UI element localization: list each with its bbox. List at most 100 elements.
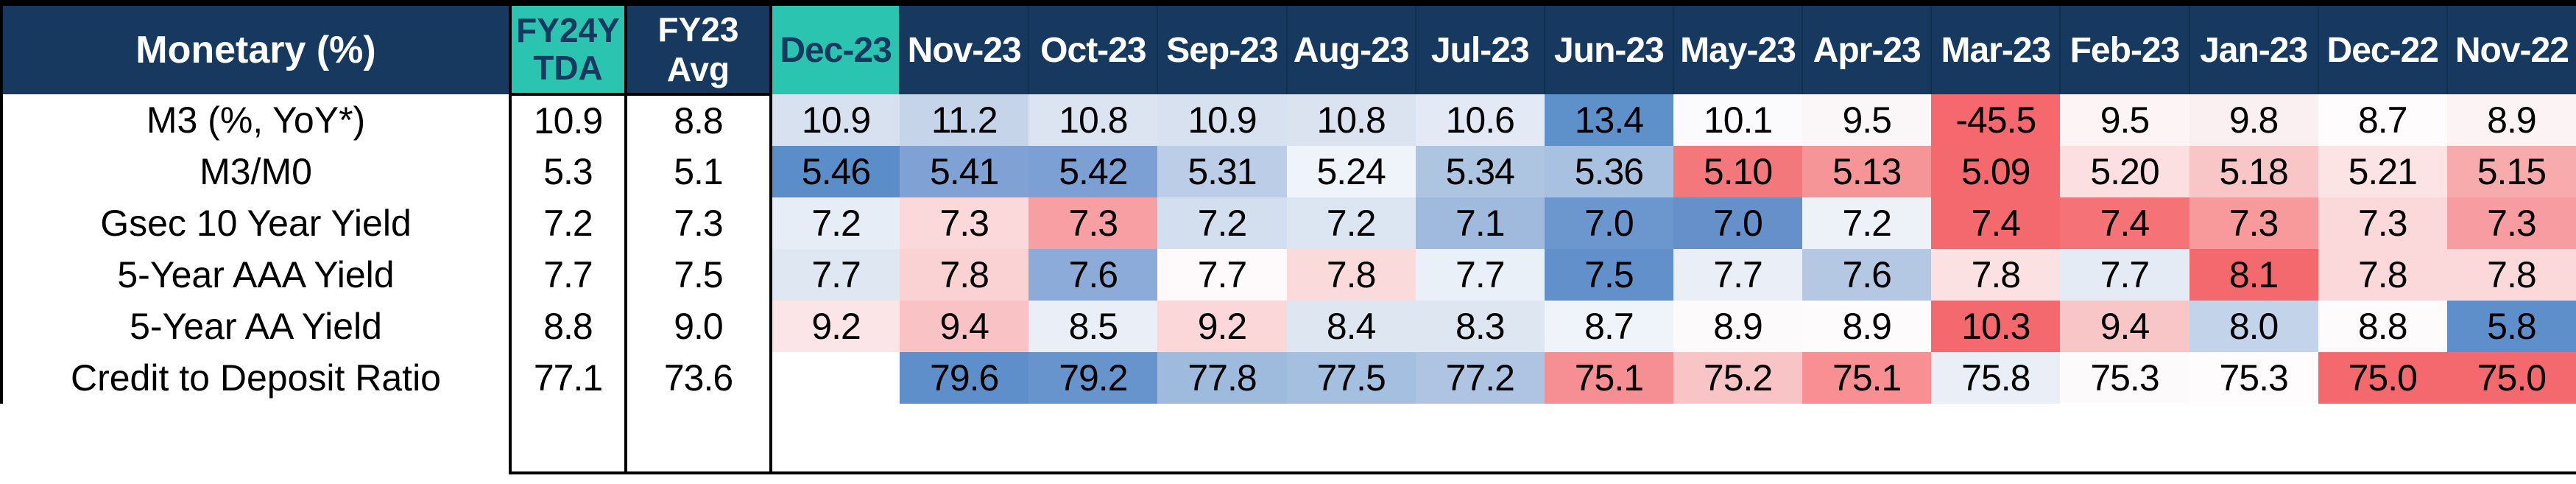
data-cell: 10.9 [1157,94,1287,146]
column-header-dec-23: Dec-23 [769,6,900,94]
data-cell: 8.4 [1286,301,1416,352]
data-cell: 8.8 [624,94,772,146]
data-cell: 8.7 [2318,94,2447,146]
column-header-dec-22: Dec-22 [2317,6,2447,94]
data-cell: 9.8 [2189,94,2318,146]
data-cell: 9.0 [624,301,772,352]
data-cell: 7.6 [1028,249,1158,301]
data-cell: 7.8 [1931,249,2061,301]
column-header-nov-22: Nov-22 [2446,6,2576,94]
data-cell: 8.7 [1544,301,1673,352]
data-cell: 9.4 [2060,301,2189,352]
column-header-mar-23: Mar-23 [1930,6,2061,94]
data-cell: 75.2 [1673,352,1803,404]
row-label: Credit to Deposit Ratio [0,352,510,404]
row-label: Gsec 10 Year Yield [0,197,510,249]
data-cell: 7.3 [2189,197,2318,249]
table-title: Monetary (%) [0,6,510,94]
data-cell: 5.10 [1673,146,1803,197]
data-cell: 9.5 [2060,94,2189,146]
filler-months-cell [769,404,2576,474]
row-label: 5-Year AA Yield [0,301,510,352]
data-cell: 7.0 [1673,197,1803,249]
data-cell: 75.3 [2060,352,2189,404]
column-header-fy24ytda: FY24YTDA [509,6,627,96]
data-cell: 75.1 [1544,352,1673,404]
data-cell: 7.4 [1931,197,2061,249]
data-cell: 7.2 [1802,197,1932,249]
data-cell: 7.8 [2446,249,2576,301]
data-cell: -45.5 [1931,94,2061,146]
data-cell: 9.5 [1802,94,1932,146]
data-cell: 7.7 [769,249,900,301]
data-cell: 77.8 [1157,352,1287,404]
data-cell: 13.4 [1544,94,1673,146]
filler-label-cell [1,404,510,473]
column-header-apr-23: Apr-23 [1802,6,1932,94]
data-cell: 5.41 [900,146,1029,197]
data-cell: 7.2 [1286,197,1416,249]
data-cell: 7.8 [2318,249,2447,301]
data-cell: 7.2 [769,197,900,249]
data-cell: 7.3 [2446,197,2576,249]
column-header-jul-23: Jul-23 [1414,6,1545,94]
data-cell: 8.8 [2318,301,2447,352]
data-cell: 7.7 [1157,249,1287,301]
bottom-filler-row [1,404,2576,474]
column-header-aug-23: Aug-23 [1285,6,1416,94]
data-cell: 7.8 [1286,249,1416,301]
table-row-5-year-aaa-yield: 5-Year AAA Yield 7.7 7.5 7.7 7.8 7.6 7.7 7.8 7.7… [0,249,2576,301]
data-cell: 7.1 [1415,197,1545,249]
data-cell [769,352,900,404]
column-header-sep-23: Sep-23 [1157,6,1287,94]
data-cell: 7.7 [509,249,627,301]
data-cell: 8.9 [1802,301,1932,352]
data-cell: 5.20 [2060,146,2189,197]
data-cell: 5.09 [1931,146,2061,197]
data-cell: 7.6 [1802,249,1932,301]
data-cell: 8.9 [2446,94,2576,146]
data-cell: 7.2 [509,197,627,249]
table-row-credit-to-deposit-ratio: Credit to Deposit Ratio 77.1 73.6 79.6 79.2 7… [0,352,2576,404]
data-cell: 77.2 [1415,352,1545,404]
data-cell: 5.1 [624,146,772,197]
data-cell: 75.1 [1802,352,1932,404]
data-cell: 9.2 [769,301,900,352]
data-cell: 7.3 [2318,197,2447,249]
data-cell: 7.3 [624,197,772,249]
data-cell: 7.7 [2060,249,2189,301]
data-cell: 7.4 [2060,197,2189,249]
row-label: M3 (%, YoY*) [0,94,510,146]
data-cell: 5.46 [769,146,900,197]
data-cell: 7.8 [900,249,1029,301]
data-cell: 7.0 [1544,197,1673,249]
data-cell: 5.31 [1157,146,1287,197]
data-cell: 79.6 [900,352,1029,404]
column-header-feb-23: Feb-23 [2059,6,2189,94]
data-cell: 9.2 [1157,301,1287,352]
monetary-table: Monetary (%) FY24YTDA FY23 Avg Dec-23 Nov-2… [0,6,2576,474]
data-cell: 5.34 [1415,146,1545,197]
data-cell: 7.7 [1415,249,1545,301]
column-header-fy23-avg: FY23 Avg [624,6,772,96]
table-row-5-year-aa-yield: 5-Year AA Yield 8.8 9.0 9.2 9.4 8.5 9.2 8.4 8.3 8… [0,301,2576,352]
data-cell: 10.1 [1673,94,1803,146]
data-cell: 75.0 [2318,352,2447,404]
filler-stat-cell [509,404,627,474]
data-cell: 10.8 [1286,94,1416,146]
filler-stat-cell [624,404,772,474]
data-cell: 8.8 [509,301,627,352]
table-row-m3-yoy: M3 (%, YoY*) 10.9 8.8 10.9 11.2 10.8 10.9 10.8 1… [0,94,2576,146]
column-header-jun-23: Jun-23 [1543,6,1673,94]
data-cell: 8.0 [2189,301,2318,352]
data-cell: 77.5 [1286,352,1416,404]
data-cell: 5.42 [1028,146,1158,197]
data-cell: 5.8 [2446,301,2576,352]
table-top-border [0,0,2576,6]
column-header-may-23: May-23 [1672,6,1803,94]
data-cell: 5.3 [509,146,627,197]
data-cell: 77.1 [509,352,627,404]
data-cell: 10.8 [1028,94,1158,146]
data-cell: 7.2 [1157,197,1287,249]
